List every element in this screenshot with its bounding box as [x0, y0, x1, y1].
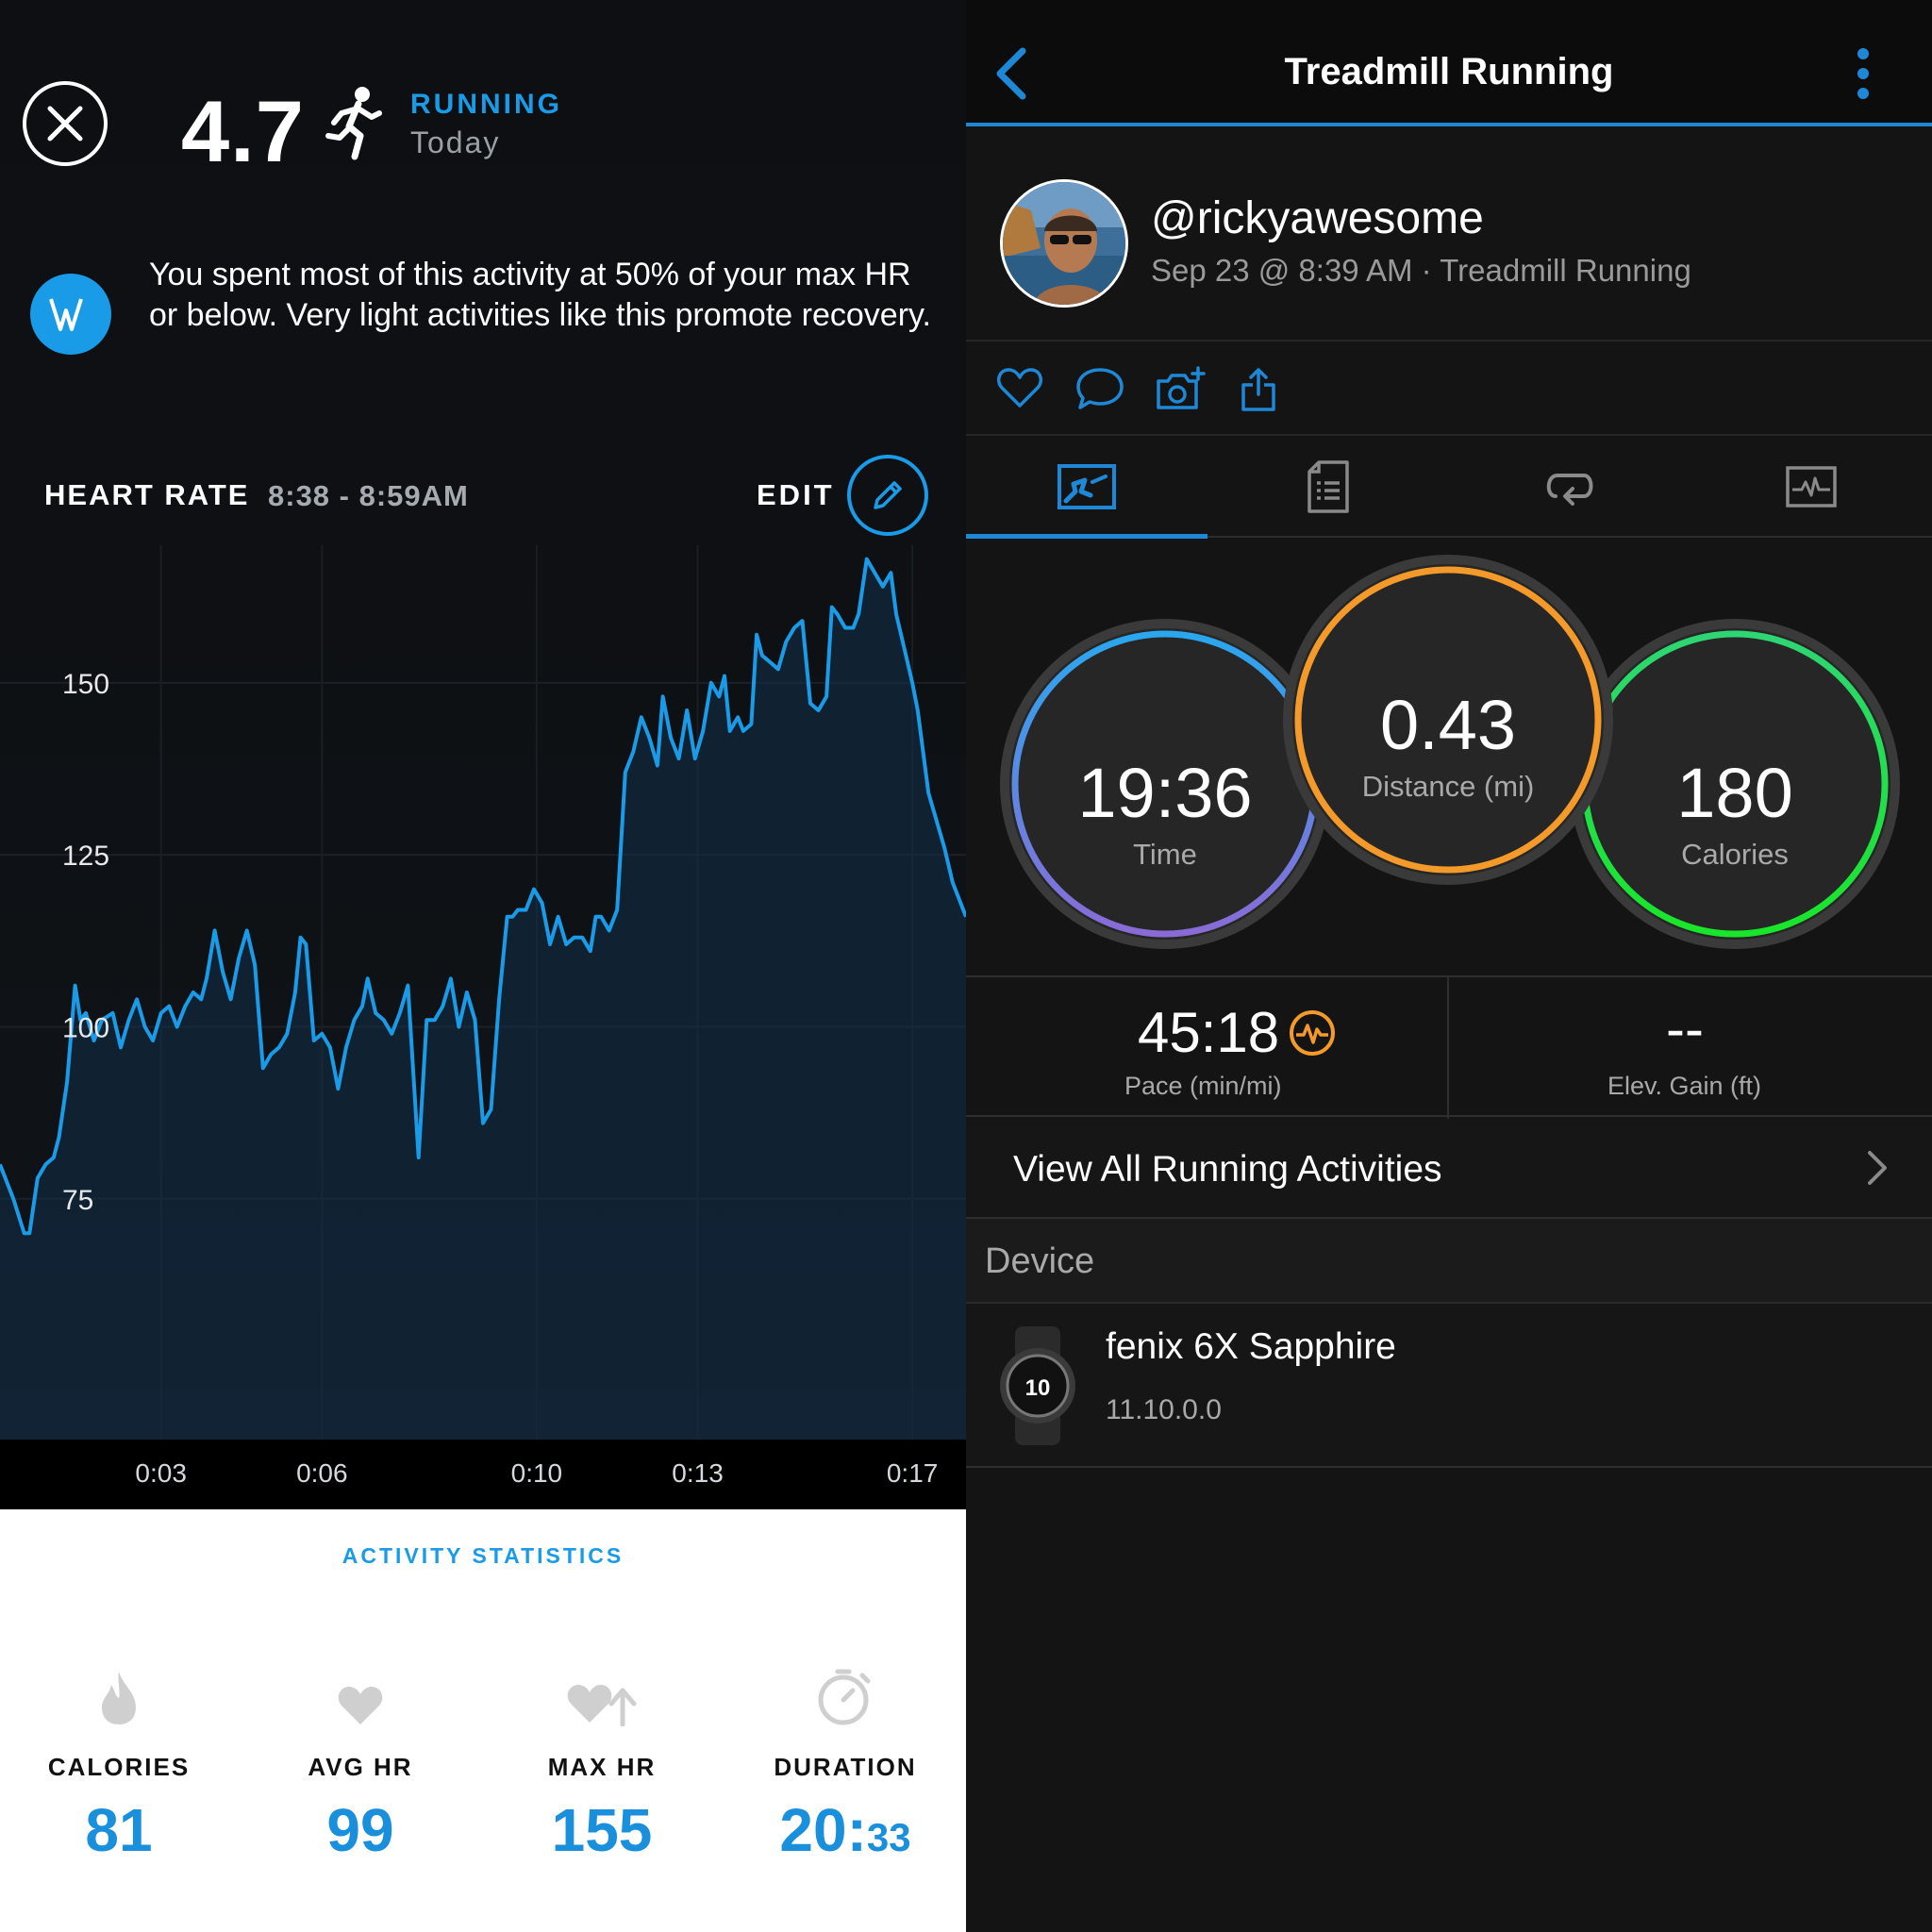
- grid-divider: [1447, 977, 1449, 1119]
- more-options-icon[interactable]: [1857, 47, 1870, 100]
- tab-charts[interactable]: [1690, 436, 1932, 538]
- activity-statistics: ACTIVITY STATISTICS CALORIES 81 AVG HR 9…: [0, 1509, 966, 1932]
- x-tick-label: 0:13: [672, 1458, 724, 1488]
- active-tab-indicator: [966, 534, 1208, 539]
- edit-label[interactable]: EDIT: [757, 478, 835, 511]
- back-chevron-icon[interactable]: [992, 45, 1030, 102]
- chart-icon: [1786, 466, 1837, 508]
- activity-tabs: [966, 436, 1932, 538]
- share-icon[interactable]: [1240, 366, 1277, 413]
- laps-loop-icon: [1546, 474, 1593, 506]
- elev-gain-value: --: [1666, 997, 1704, 1060]
- activity-meta: Sep 23 @ 8:39 AM · Treadmill Running: [1151, 253, 1691, 288]
- heart-rate-area: [0, 558, 966, 1440]
- action-bar: [966, 341, 1932, 436]
- stat-value: 99: [326, 1796, 394, 1864]
- x-tick-label: 0:17: [886, 1458, 939, 1488]
- stat-label: MAX HR: [547, 1753, 657, 1781]
- stopwatch-icon: [818, 1669, 871, 1725]
- activity-statistics-title: ACTIVITY STATISTICS: [341, 1543, 625, 1568]
- watch-face-text: 10: [1025, 1375, 1051, 1401]
- view-all-label: View All Running Activities: [1013, 1149, 1442, 1190]
- stat-value: 81: [85, 1796, 153, 1864]
- flame-icon: [102, 1672, 136, 1724]
- close-button[interactable]: [23, 81, 108, 166]
- whoop-logo-icon: [30, 274, 111, 355]
- chevron-right-icon: [1868, 1151, 1887, 1185]
- page-title: Treadmill Running: [1284, 51, 1614, 92]
- device-section-header: Device: [966, 1219, 1932, 1304]
- runner-icon: [325, 87, 382, 160]
- stat-duration: DURATION 20:33: [732, 1660, 958, 1865]
- device-row[interactable]: 10 fenix 6X Sapphire 11.10.0.0: [966, 1304, 1932, 1468]
- y-tick-label: 100: [62, 1012, 109, 1043]
- add-photo-icon[interactable]: [1155, 366, 1206, 413]
- distance-label: Distance (mi): [1361, 770, 1535, 803]
- pace-elevation-grid: 45:18 Pace (min/mi) -- Elev. Gain (ft): [966, 975, 1932, 1119]
- x-tick-label: 0:03: [135, 1458, 187, 1488]
- garmin-activity-panel: Treadmill Running @rickyawesome Sep 23 @…: [966, 0, 1932, 1932]
- stat-max-hr: MAX HR 155: [489, 1660, 715, 1865]
- comment-icon[interactable]: [1075, 366, 1124, 411]
- overview-icon: [1058, 464, 1116, 509]
- distance-ring: 0.43 Distance (mi): [1292, 564, 1604, 875]
- y-tick-label: 125: [62, 841, 109, 872]
- pencil-icon: [874, 481, 902, 509]
- watch-icon: 10: [1000, 1326, 1075, 1445]
- tab-stats[interactable]: [1208, 436, 1449, 538]
- x-tick-label: 0:06: [296, 1458, 348, 1488]
- device-header-label: Device: [985, 1241, 1095, 1281]
- elev-gain-label: Elev. Gain (ft): [1607, 1072, 1762, 1100]
- distance-value: 0.43: [1379, 686, 1517, 764]
- like-heart-icon[interactable]: [996, 366, 1043, 409]
- tab-overview[interactable]: [966, 436, 1208, 538]
- tab-laps[interactable]: [1449, 436, 1690, 538]
- close-icon: [47, 106, 83, 142]
- stat-label: CALORIES: [47, 1753, 191, 1781]
- stat-label: AVG HR: [308, 1753, 413, 1781]
- time-label: Time: [1133, 838, 1197, 871]
- strain-score: 4.7: [181, 84, 305, 180]
- heart-icon: [338, 1687, 383, 1724]
- x-axis-bar: [0, 1440, 966, 1509]
- x-tick-label: 0:10: [510, 1458, 563, 1488]
- heart-rate-line: [0, 557, 966, 1236]
- pace-value: 45:18: [1138, 1001, 1280, 1064]
- calories-label: Calories: [1681, 838, 1789, 871]
- stat-value: 20:33: [779, 1796, 911, 1864]
- calories-ring: 180 Calories: [1579, 628, 1890, 940]
- heart-rate-title: HEART RATE: [44, 478, 250, 511]
- whoop-activity-panel: 4.7 RUNNING Today You spent most of this…: [0, 0, 966, 1932]
- calories-value: 180: [1676, 754, 1793, 832]
- document-icon: [1307, 460, 1349, 513]
- stat-value: 155: [551, 1796, 653, 1864]
- stat-calories: CALORIES 81: [6, 1660, 232, 1865]
- device-name: fenix 6X Sapphire: [1106, 1326, 1396, 1367]
- top-bar: Treadmill Running: [966, 0, 1932, 126]
- y-tick-label: 75: [62, 1185, 93, 1216]
- activity-insight: You spent most of this activity at 50% o…: [149, 257, 931, 333]
- time-value: 19:36: [1077, 754, 1253, 832]
- sport-name: RUNNING: [410, 89, 562, 120]
- time-ring: 19:36 Time: [1009, 628, 1321, 940]
- heart-up-icon: [567, 1685, 637, 1726]
- pace-insight-icon[interactable]: [1289, 1009, 1336, 1057]
- heart-rate-time-range: 8:38 - 8:59AM: [268, 479, 469, 512]
- activity-owner: @rickyawesome Sep 23 @ 8:39 AM · Treadmi…: [966, 130, 1932, 341]
- username[interactable]: @rickyawesome: [1151, 193, 1484, 243]
- view-all-running-activities[interactable]: View All Running Activities: [966, 1119, 1932, 1219]
- pace-label: Pace (min/mi): [1124, 1072, 1282, 1100]
- heart-rate-chart: 75 100 125 150: [0, 545, 966, 1440]
- device-version: 11.10.0.0: [1106, 1394, 1222, 1425]
- edit-button[interactable]: [847, 455, 928, 536]
- y-tick-label: 150: [62, 669, 109, 700]
- stat-avg-hr: AVG HR 99: [247, 1660, 474, 1865]
- stat-label: DURATION: [774, 1753, 917, 1781]
- activity-date: Today: [410, 125, 501, 159]
